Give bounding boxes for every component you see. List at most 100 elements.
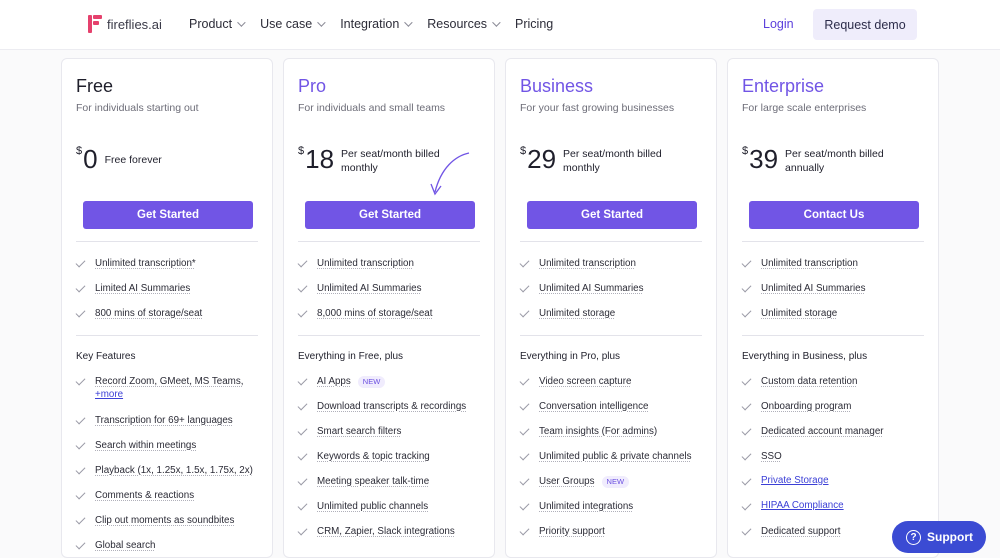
currency-symbol: $ (520, 145, 527, 157)
basic-feature-item: Unlimited transcription* (75, 257, 264, 271)
price-amount: 29 (527, 144, 557, 174)
divider (298, 335, 480, 336)
check-icon (519, 257, 530, 268)
feature-text: Keywords & topic tracking (317, 451, 430, 462)
feature-text: 8,000 mins of storage/seat (317, 308, 433, 319)
check-icon (741, 525, 752, 536)
feature-item: Smart search filters (297, 425, 486, 439)
feature-text: SSO (761, 451, 782, 462)
check-icon (741, 375, 752, 386)
login-link[interactable]: Login (763, 17, 794, 31)
nav-item-resources[interactable]: Resources (427, 17, 501, 31)
feature-text: Unlimited AI Summaries (761, 283, 866, 294)
support-button[interactable]: ? Support (892, 521, 986, 553)
get-started-button[interactable]: Get Started (83, 201, 253, 229)
check-icon (75, 257, 86, 268)
chevron-down-icon (492, 18, 501, 27)
nav-item-pricing[interactable]: Pricing (515, 17, 553, 31)
divider (76, 335, 258, 336)
nav-item-integration[interactable]: Integration (340, 17, 413, 31)
check-icon (519, 500, 530, 511)
check-icon (741, 475, 752, 486)
plan-description: For individuals starting out (76, 102, 199, 114)
help-icon: ? (906, 529, 921, 545)
check-icon (519, 307, 530, 318)
check-icon (297, 307, 308, 318)
check-icon (519, 400, 530, 411)
check-icon (75, 375, 86, 386)
feature-item: Download transcripts & recordings (297, 400, 486, 414)
price-amount: 39 (749, 144, 779, 174)
check-icon (741, 450, 752, 461)
basic-feature-item: Unlimited storage (741, 307, 930, 321)
check-icon (297, 500, 308, 511)
chevron-down-icon (237, 18, 246, 27)
check-icon (75, 414, 86, 425)
new-badge: NEW (601, 476, 630, 488)
check-icon (741, 257, 752, 268)
get-started-button[interactable]: Get Started (305, 201, 475, 229)
feature-text: Record Zoom, GMeet, MS Teams, (95, 376, 244, 387)
feature-text: Comments & reactions (95, 490, 195, 501)
check-icon (297, 282, 308, 293)
feature-text: Unlimited transcription* (95, 258, 196, 269)
feature-text: Download transcripts & recordings (317, 401, 467, 412)
nav-item-label: Resources (427, 17, 488, 31)
price-note: Per seat/month billed annually (785, 148, 884, 174)
chevron-down-icon (404, 18, 413, 27)
divider (298, 241, 480, 242)
price: $18 Per seat/month billed monthly (298, 145, 453, 175)
check-icon (741, 282, 752, 293)
arrow-doodle-icon (430, 152, 470, 196)
nav-item-product[interactable]: Product (189, 17, 246, 31)
feature-text: Dedicated support (761, 526, 841, 537)
nav-item-use-case[interactable]: Use case (260, 17, 326, 31)
check-icon (297, 425, 308, 436)
currency-symbol: $ (298, 145, 305, 157)
feature-link[interactable]: Private Storage (761, 475, 829, 486)
feature-item: Unlimited integrations (519, 500, 708, 514)
feature-item: Keywords & topic tracking (297, 450, 486, 464)
plan-name: Free (76, 76, 114, 96)
feature-item: Global search (75, 539, 264, 553)
basic-feature-item: Limited AI Summaries (75, 282, 264, 296)
plan-card-pro: Pro For individuals and small teams $18 Per… (283, 58, 495, 558)
feature-item[interactable]: HIPAA Compliance (741, 500, 930, 511)
feature-item: Dedicated account manager (741, 425, 930, 439)
check-icon (297, 475, 308, 486)
plan-card-free: Free For individuals starting out $0 Free f… (61, 58, 273, 558)
request-demo-button[interactable]: Request demo (813, 9, 917, 40)
feature-text: Unlimited integrations (539, 501, 634, 512)
get-started-button[interactable]: Get Started (527, 201, 697, 229)
check-icon (519, 375, 530, 386)
plan-name: Pro (298, 76, 327, 96)
feature-item: Onboarding program (741, 400, 930, 414)
check-icon (297, 400, 308, 411)
check-icon (741, 400, 752, 411)
feature-text: Transcription for 69+ languages (95, 415, 233, 426)
more-link[interactable]: +more (95, 389, 124, 400)
price-amount: 18 (305, 144, 335, 174)
price: $39 Per seat/month billed annually (742, 145, 897, 175)
feature-text: Priority support (539, 526, 605, 537)
check-icon (519, 450, 530, 461)
feature-item: Search within meetings (75, 439, 264, 453)
feature-section-title: Everything in Pro, plus (520, 351, 621, 362)
nav-item-label: Product (189, 17, 233, 31)
feature-text: Search within meetings (95, 440, 197, 451)
check-icon (519, 282, 530, 293)
basic-feature-item: Unlimited transcription (519, 257, 708, 271)
plan-card-business: Business For your fast growing businesses… (505, 58, 717, 558)
basic-feature-item: 8,000 mins of storage/seat (297, 307, 486, 321)
feature-text: Conversation intelligence (539, 401, 649, 412)
basic-feature-item: Unlimited AI Summaries (297, 282, 486, 296)
contact-us-button[interactable]: Contact Us (749, 201, 919, 229)
basic-feature-item: Unlimited AI Summaries (519, 282, 708, 296)
feature-text: Playback (1x, 1.25x, 1.5x, 1.75x, 2x) (95, 465, 253, 476)
top-nav-bar: fireflies.ai Product Use case Integration R… (0, 0, 1000, 50)
divider (520, 335, 702, 336)
currency-symbol: $ (742, 145, 749, 157)
feature-item[interactable]: Private Storage (741, 475, 930, 486)
feature-link[interactable]: HIPAA Compliance (761, 500, 844, 511)
fireflies-logo[interactable]: fireflies.ai (88, 15, 162, 33)
